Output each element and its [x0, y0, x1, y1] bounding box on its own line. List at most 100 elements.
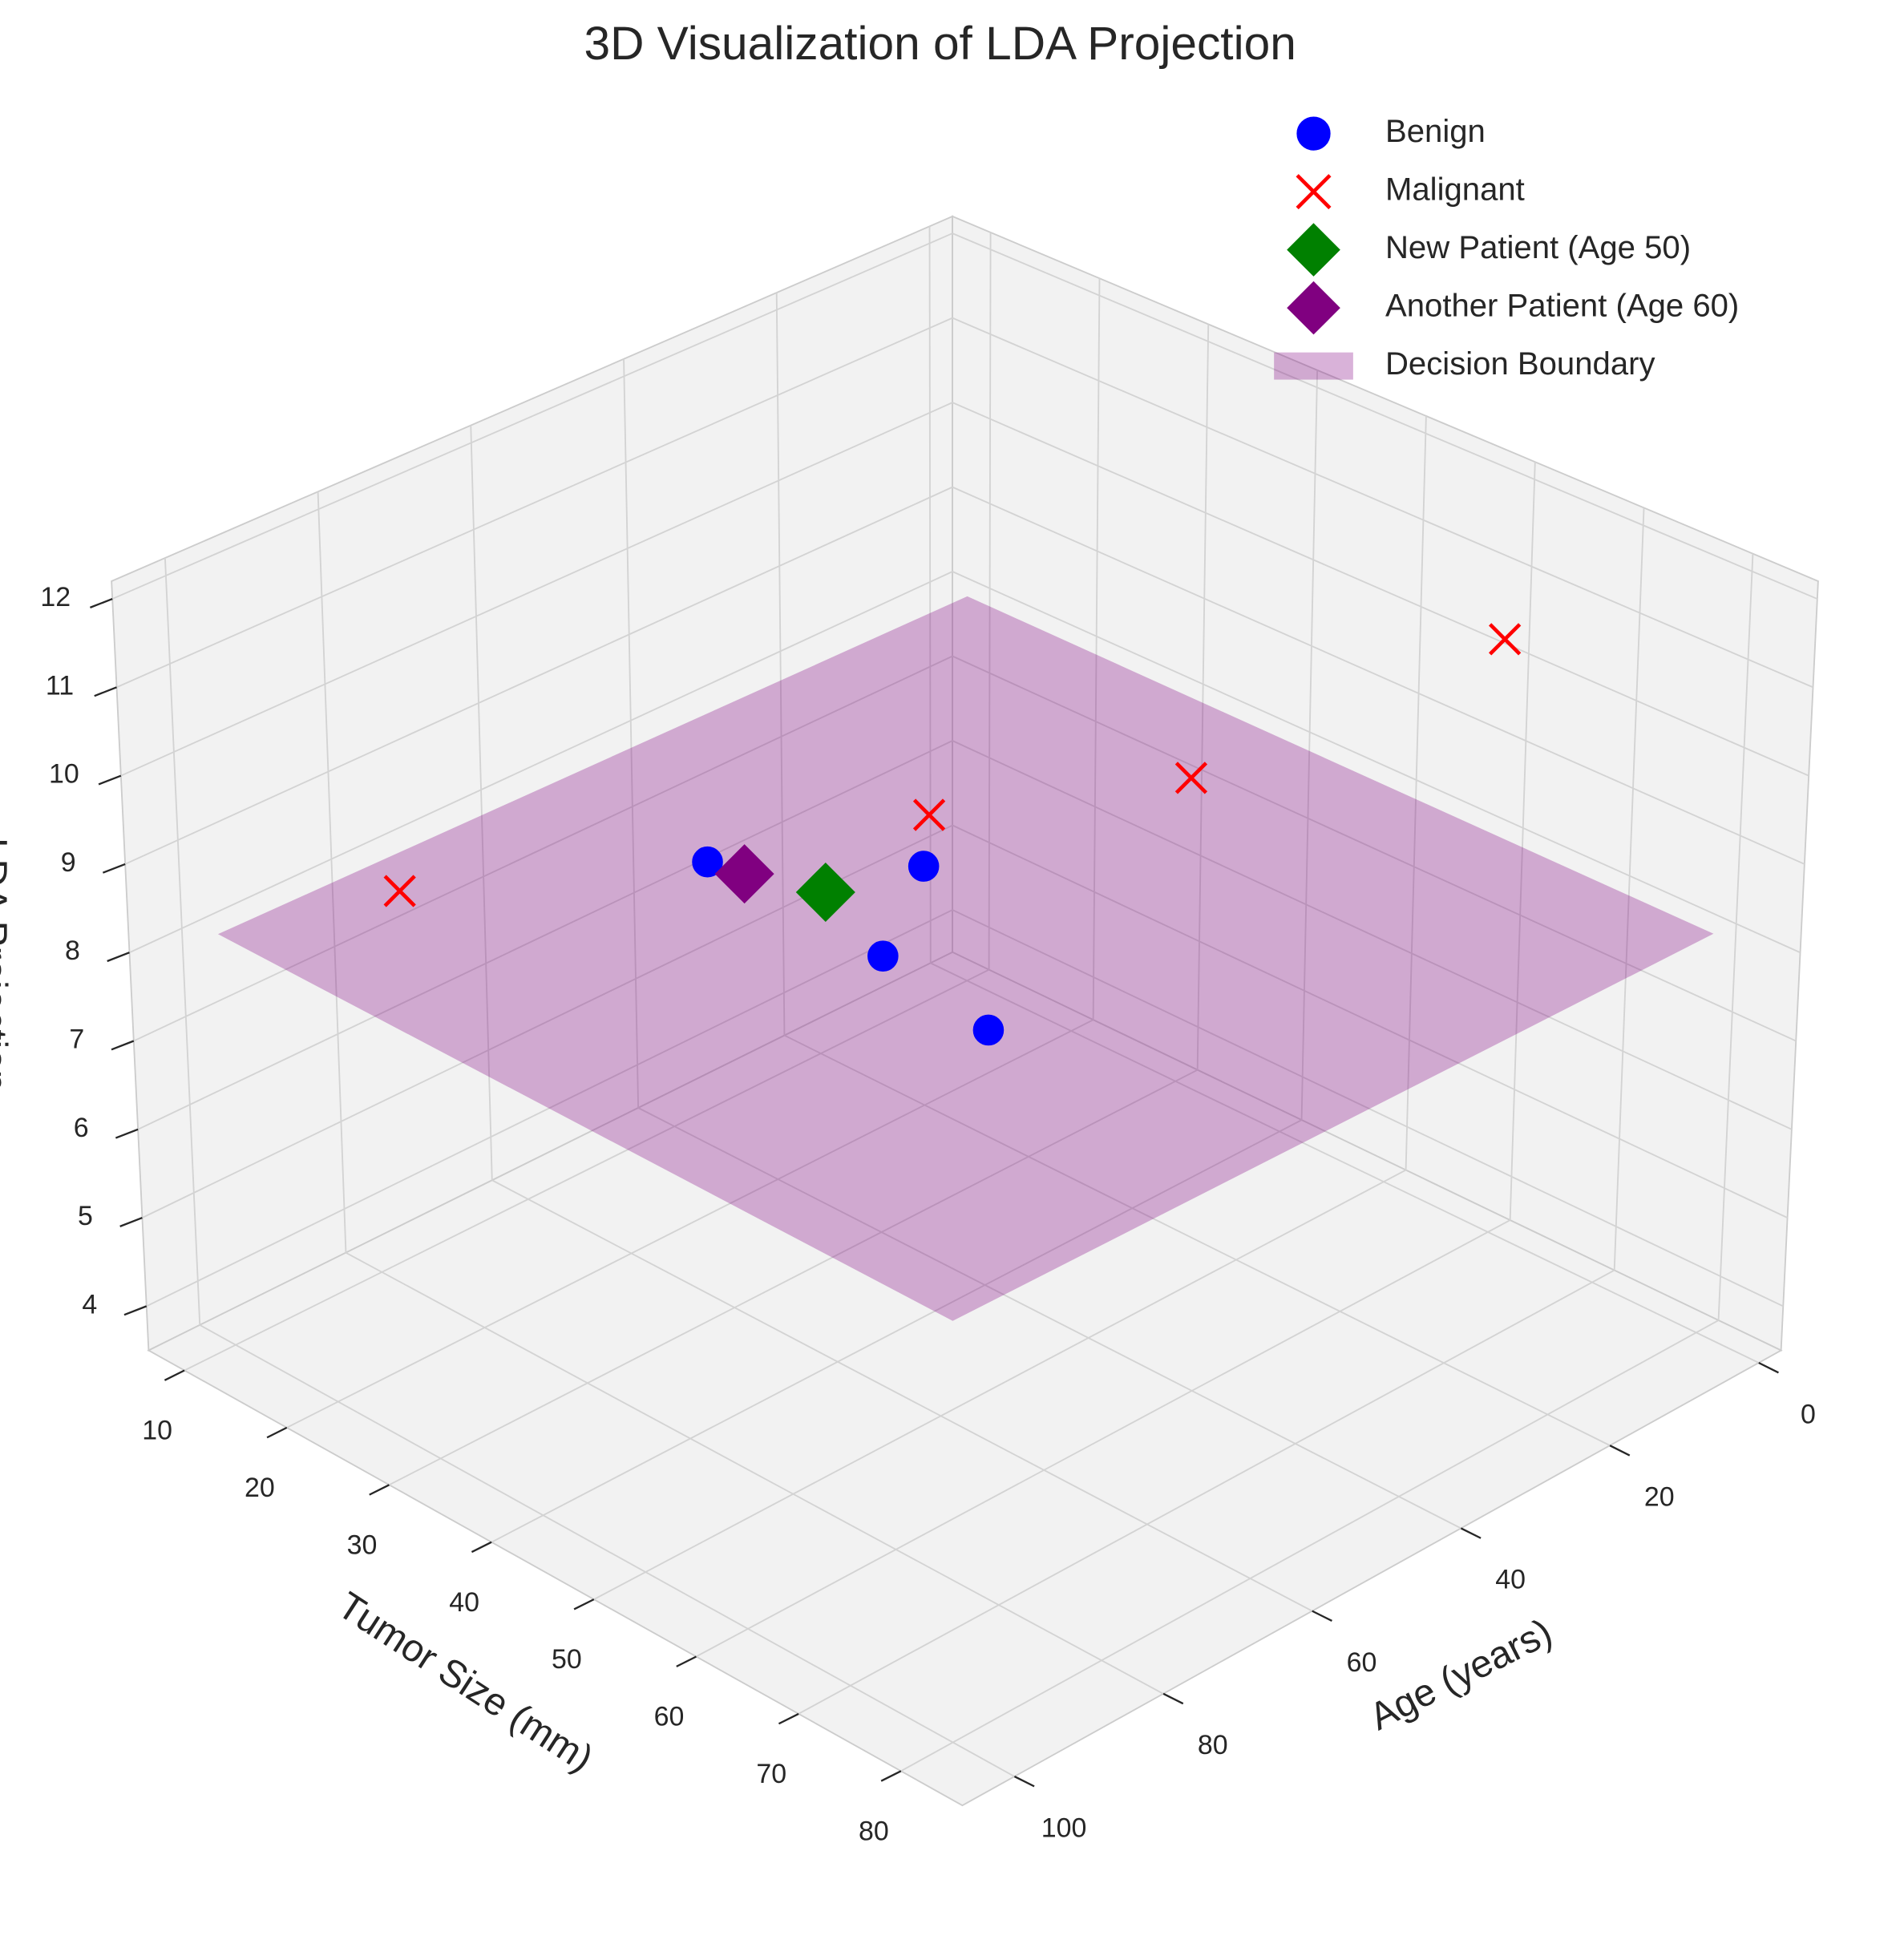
grid-line — [1196, 324, 1210, 1070]
grid-line — [1717, 553, 1754, 1321]
x-tick — [1013, 1776, 1035, 1788]
legend-marker — [1274, 352, 1353, 380]
legend-label: New Patient (Age 50) — [1385, 230, 1691, 265]
y-tick — [778, 1712, 799, 1725]
legend-marker — [1287, 281, 1340, 335]
grid-line — [988, 232, 992, 970]
z-tick-label: 6 — [74, 1113, 89, 1143]
grid-line — [1405, 415, 1427, 1170]
z-tick-label: 7 — [69, 1024, 84, 1054]
grid-line — [491, 1179, 1313, 1612]
grid-line — [952, 824, 1789, 1218]
pane-floor — [147, 951, 1783, 1807]
grid-line — [1300, 370, 1319, 1121]
legend-marker — [1296, 116, 1331, 151]
grid-line — [952, 655, 1797, 1042]
grid-line — [146, 909, 953, 1307]
legend-label: Decision Boundary — [1385, 346, 1655, 382]
y-tick-label: 80 — [859, 1816, 889, 1846]
grid-line — [952, 402, 1809, 777]
legend-marker — [1287, 223, 1340, 277]
z-tick-label: 8 — [65, 936, 80, 966]
axes-layer: 0 20 40 60 80 100 10 20 30 40 50 60 70 80 4 5 6 7 8 9 10 11 12 — [40, 582, 1816, 1846]
panes — [111, 215, 1819, 1807]
grid-line — [1092, 278, 1101, 1020]
y-tick-label: 40 — [449, 1587, 479, 1618]
grid-line — [491, 1119, 1302, 1543]
legend: Benign Malignant New Patient (Age 50) Anoth… — [1274, 114, 1739, 382]
chart-title: 3D Visualization of LDA Projection — [584, 18, 1296, 70]
grid-line — [129, 571, 953, 954]
y-tick — [880, 1770, 902, 1782]
grid-line — [137, 740, 953, 1130]
grid-line — [952, 232, 1818, 600]
grid-line — [952, 740, 1793, 1130]
grid-line — [389, 1069, 1199, 1486]
grid-line — [593, 1169, 1407, 1600]
grid-line — [286, 1019, 1094, 1429]
x-tick-label: 0 — [1801, 1399, 1816, 1429]
grid-line — [900, 1319, 1720, 1772]
grid-line — [120, 402, 953, 777]
grid-line — [952, 317, 1813, 689]
y-tick-label: 60 — [654, 1702, 685, 1732]
legend-label: Malignant — [1385, 172, 1525, 208]
z-tick — [107, 952, 130, 963]
grid — [111, 226, 1818, 1777]
point — [908, 851, 940, 882]
z-tick-label: 5 — [78, 1201, 93, 1231]
grid-line — [184, 968, 990, 1372]
grid-line — [784, 1034, 1611, 1446]
y-tick — [471, 1541, 492, 1554]
y-tick-label: 10 — [142, 1416, 172, 1446]
point — [714, 844, 774, 904]
surface-layer — [217, 596, 1714, 1321]
grid-line — [111, 232, 953, 600]
point — [1174, 762, 1208, 794]
y-tick-label: 30 — [347, 1530, 378, 1560]
point — [912, 798, 946, 831]
y-tick — [164, 1369, 185, 1381]
z-tick — [94, 686, 117, 697]
z-tick — [123, 1305, 148, 1316]
grid-line — [1509, 462, 1536, 1221]
x-tick — [1609, 1445, 1631, 1457]
grid-line — [930, 962, 1760, 1364]
legend-label: Benign — [1385, 114, 1486, 149]
x-tick-label: 80 — [1198, 1730, 1228, 1760]
x-tick — [1758, 1361, 1779, 1374]
point — [383, 875, 416, 907]
grid-line — [124, 486, 953, 865]
y-tick-label: 50 — [552, 1644, 582, 1675]
grid-line — [637, 1107, 1461, 1530]
point — [972, 1014, 1005, 1046]
z-tick-label: 9 — [61, 847, 76, 878]
z-tick — [111, 1040, 135, 1051]
grid-line — [696, 1219, 1511, 1658]
z-tick-label: 4 — [82, 1289, 97, 1319]
grid-line — [199, 1324, 1015, 1777]
x-axis-label: Age (years) — [1363, 1610, 1558, 1738]
grid-line — [470, 425, 493, 1181]
point — [692, 846, 723, 878]
grid-line — [798, 1269, 1615, 1715]
x-tick-label: 20 — [1644, 1481, 1675, 1512]
grid-line — [317, 491, 347, 1253]
grid-line — [623, 358, 640, 1109]
y-tick — [573, 1598, 595, 1610]
grid-line — [775, 293, 786, 1036]
grid-line — [116, 317, 953, 689]
grid-line — [133, 655, 953, 1042]
grid-line — [1613, 507, 1645, 1271]
z-tick-label: 10 — [49, 759, 79, 790]
z-tick-label: 11 — [46, 670, 74, 701]
grid-line — [928, 226, 932, 964]
x-tick — [1460, 1527, 1482, 1539]
x-tick — [1162, 1692, 1184, 1705]
y-tick — [676, 1655, 697, 1667]
grid-line — [952, 909, 1784, 1307]
z-tick — [119, 1216, 143, 1227]
